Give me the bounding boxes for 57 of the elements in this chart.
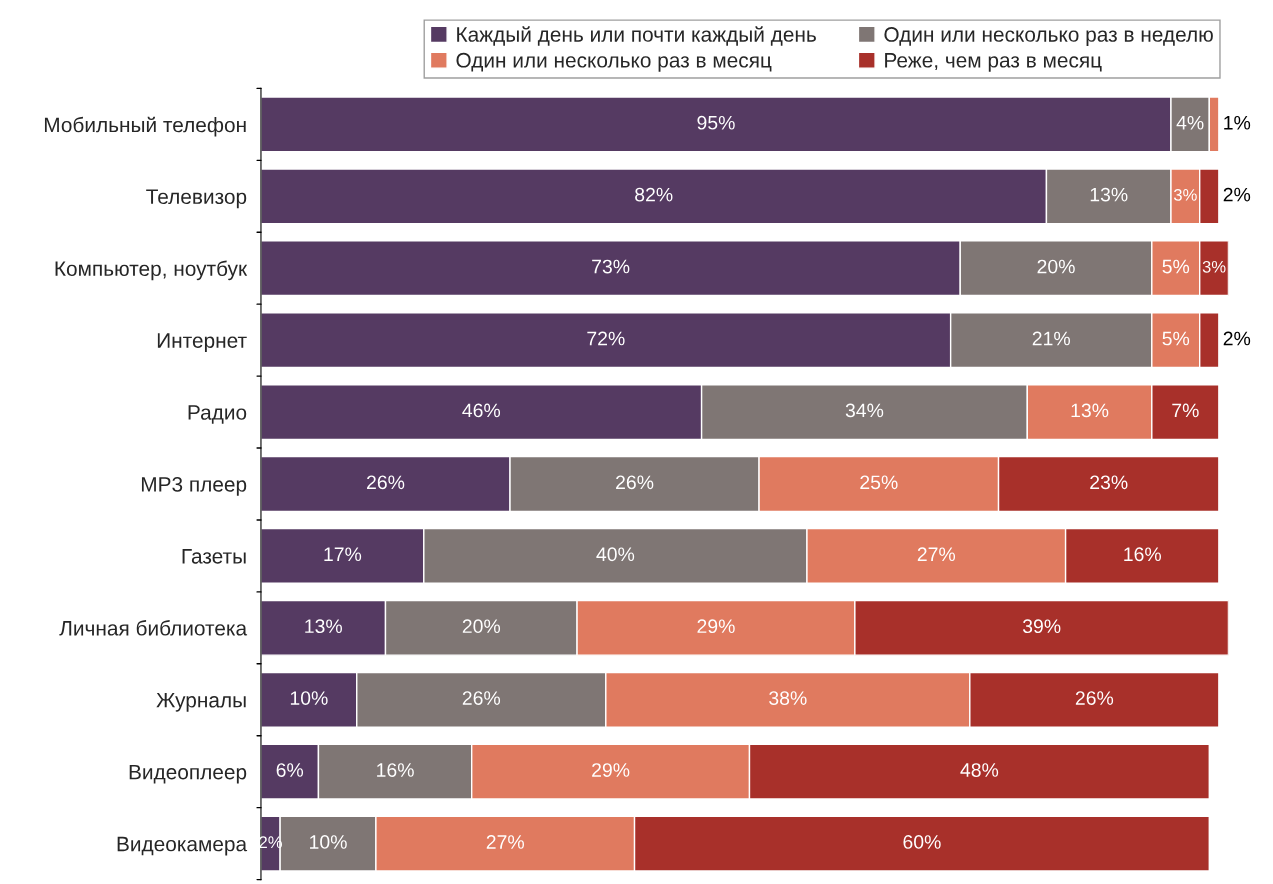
data-label: 10% — [290, 691, 328, 705]
data-label: 26% — [1075, 691, 1114, 705]
data-label: 82% — [635, 187, 673, 202]
data-label: 29% — [592, 763, 630, 777]
legend-label: Один или несколько раз в неделю — [884, 27, 1213, 46]
data-label: 25% — [860, 475, 898, 490]
data-label: 17% — [324, 547, 362, 562]
data-label: 10% — [310, 835, 347, 849]
y-tick-label: Компьютер, ноутбук — [55, 260, 248, 281]
data-label: 3% — [1202, 260, 1226, 273]
data-label: 48% — [960, 763, 999, 777]
data-label: 13% — [1090, 187, 1128, 202]
data-label: 26% — [616, 475, 654, 490]
y-tick-label: Личная библиотека — [59, 620, 248, 636]
y-tick-label: Видеокамера — [117, 836, 248, 856]
data-label: 60% — [903, 835, 941, 849]
data-label: 27% — [486, 835, 524, 849]
data-label: 38% — [769, 691, 807, 705]
data-label: 5% — [1162, 259, 1190, 274]
y-tick-label: Мобильный телефон — [44, 116, 246, 137]
y-tick-label: Газеты — [182, 549, 246, 564]
data-label: 40% — [596, 547, 635, 562]
y-tick-label: Радио — [188, 405, 247, 424]
data-label: 1% — [1224, 115, 1251, 130]
data-label: 26% — [367, 475, 405, 490]
data-label: 16% — [1124, 547, 1161, 562]
data-label: 4% — [1176, 115, 1204, 130]
data-label: 27% — [917, 547, 956, 562]
data-label: 7% — [1172, 403, 1199, 418]
data-label: 23% — [1090, 475, 1128, 490]
data-label: 3% — [1173, 188, 1197, 201]
data-label: 13% — [1071, 403, 1109, 418]
data-label: 46% — [462, 403, 501, 418]
data-label: 20% — [1037, 259, 1075, 274]
data-label: 73% — [592, 259, 630, 274]
data-label: 20% — [462, 619, 501, 634]
y-tick-label: Телевизор — [146, 189, 247, 209]
y-tick-label: Видеоплеер — [129, 764, 247, 784]
y-tick-label: Интернет — [157, 333, 247, 353]
data-label: 72% — [587, 331, 625, 346]
data-label: 21% — [1032, 331, 1070, 346]
data-label: 5% — [1162, 331, 1190, 346]
y-tick-label: Журналы — [156, 692, 246, 712]
data-label: 13% — [305, 619, 342, 634]
data-label: 95% — [697, 115, 735, 130]
legend-label: Один или несколько раз в месяц — [456, 52, 772, 72]
legend-label: Каждый день или почти каждый день — [457, 26, 816, 46]
y-tick-label: MP3 плеер — [141, 476, 247, 496]
data-label: 16% — [377, 763, 414, 777]
legend-label: Реже, чем раз в месяц — [885, 53, 1102, 72]
data-label: 2% — [1223, 331, 1251, 346]
data-label: 34% — [845, 403, 884, 418]
data-label: 39% — [1022, 619, 1061, 634]
data-label: 6% — [276, 763, 304, 777]
data-label: 29% — [697, 619, 735, 634]
data-label: 26% — [462, 691, 501, 705]
data-label: 2% — [1223, 187, 1251, 202]
